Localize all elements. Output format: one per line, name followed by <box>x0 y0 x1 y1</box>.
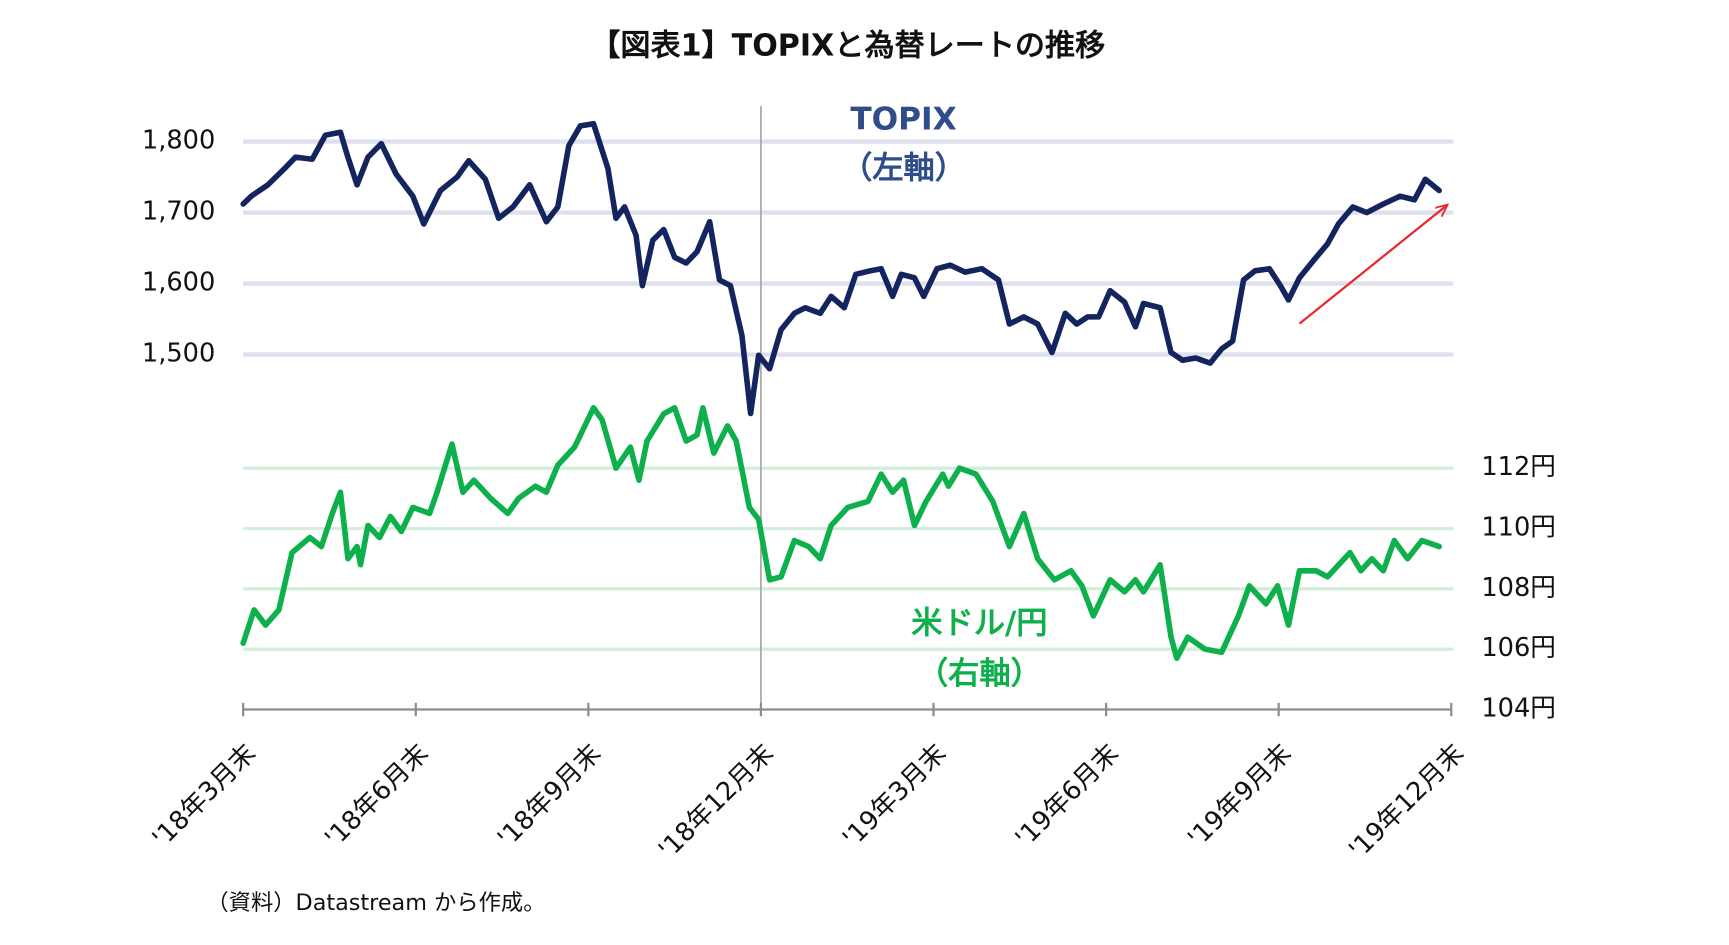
y2-tick-label: 106円 <box>1481 633 1556 663</box>
series-label: TOPIX <box>850 102 956 138</box>
plot-area <box>240 121 1442 662</box>
chart-title: 【図表1】TOPIXと為替レートの推移 <box>590 28 1105 63</box>
x-tick-label: '19年9月末 <box>1182 738 1297 853</box>
grid <box>243 106 1454 710</box>
y-tick-label: 1,800 <box>142 126 215 156</box>
trend-arrow <box>1298 205 1447 325</box>
axis-note: （左軸） <box>841 151 966 187</box>
x-tick-label: '18年12月末 <box>653 738 780 865</box>
y2-tick-label: 104円 <box>1481 694 1556 724</box>
y-tick-label: 1,700 <box>142 197 215 227</box>
x-tick-label: '19年12月末 <box>1343 738 1470 865</box>
y2-tick-label: 108円 <box>1481 573 1556 603</box>
y2-tick-label: 112円 <box>1481 452 1556 482</box>
x-tick-label: '18年6月末 <box>319 738 434 853</box>
series-line <box>240 405 1442 662</box>
series-label: 米ドル/円 <box>911 606 1047 642</box>
y-tick-label: 1,600 <box>142 268 215 298</box>
source-note: （資料）Datastream から作成。 <box>206 890 545 916</box>
x-tick-label: '19年3月末 <box>837 738 952 853</box>
y2-tick-label: 110円 <box>1481 512 1556 542</box>
x-tick-label: '18年9月末 <box>492 738 607 853</box>
x-tick-label: '19年6月末 <box>1010 738 1125 853</box>
y-tick-label: 1,500 <box>142 339 215 369</box>
axis-note: （右軸） <box>917 656 1042 692</box>
x-tick-label: '18年3月末 <box>147 738 262 853</box>
series-line <box>240 121 1442 417</box>
